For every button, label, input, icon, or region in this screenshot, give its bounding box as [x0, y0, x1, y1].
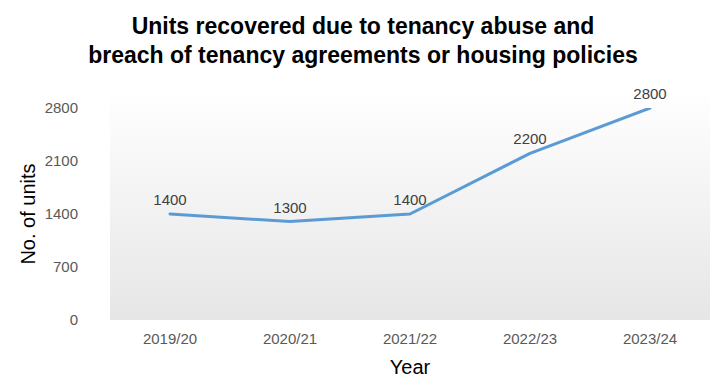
x-tick-label: 2020/21	[263, 330, 317, 347]
chart: Units recovered due to tenancy abuse and…	[0, 0, 726, 384]
data-label: 2800	[633, 85, 666, 102]
data-label: 2200	[513, 130, 546, 147]
title-line: Units recovered due to tenancy abuse and	[132, 13, 595, 39]
title: Units recovered due to tenancy abuse and…	[88, 13, 638, 68]
x-tick-label: 2021/22	[383, 330, 437, 347]
x-tick-label: 2022/23	[503, 330, 557, 347]
data-label: 1300	[273, 199, 306, 216]
data-label: 1400	[393, 191, 426, 208]
y-axis-label: No. of units	[17, 163, 39, 264]
y-tick-label: 2100	[45, 152, 78, 169]
y-tick-label: 700	[53, 258, 78, 275]
x-tick-label: 2023/24	[623, 330, 677, 347]
x-axis-label: Year	[390, 356, 431, 378]
y-tick-label: 0	[70, 311, 78, 328]
x-tick-label: 2019/20	[143, 330, 197, 347]
title-line: breach of tenancy agreements or housing …	[88, 42, 638, 68]
y-tick-label: 1400	[45, 205, 78, 222]
data-label: 1400	[153, 191, 186, 208]
y-tick-label: 2800	[45, 99, 78, 116]
plot-marks	[170, 108, 650, 222]
plot-background	[110, 88, 710, 320]
data-line	[170, 108, 650, 222]
